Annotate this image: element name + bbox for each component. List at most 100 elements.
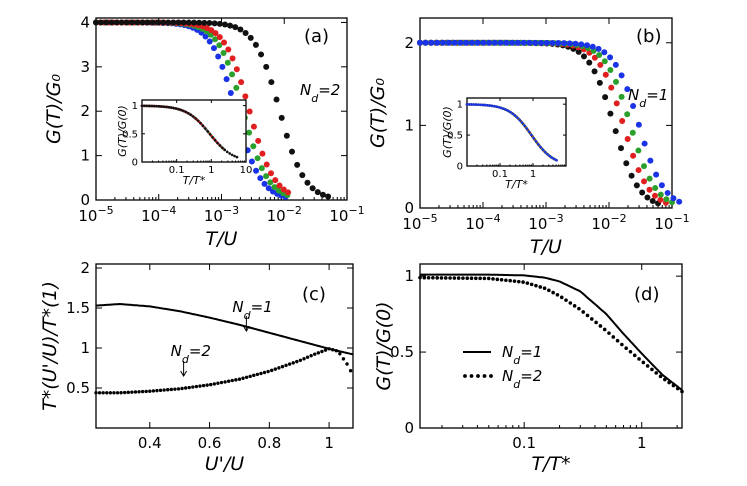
series-dot-nd2: [577, 306, 581, 311]
data-point: [294, 161, 301, 168]
data-point: [607, 67, 614, 74]
data-point: [206, 38, 213, 45]
inset-data-point: [543, 150, 547, 154]
series-dot-nd2: [241, 376, 245, 380]
inset-data-point: [513, 114, 517, 118]
series-dot-nd2: [611, 335, 616, 339]
data-point: [123, 19, 130, 26]
data-point: [319, 191, 326, 198]
series-dot-nd2: [173, 387, 177, 391]
data-point: [129, 19, 136, 26]
series-dot-nd2: [564, 298, 568, 302]
inset-data-point: [148, 104, 151, 108]
x-tick-label: 10−3: [204, 204, 239, 225]
x-tick-label: 1: [324, 434, 334, 452]
data-point: [566, 40, 573, 47]
series-dot-nd2: [624, 346, 628, 350]
inset-data-point: [548, 154, 552, 158]
inset-data-point: [235, 155, 239, 159]
series-dot-nd2: [495, 277, 500, 282]
series-dot-nd2: [658, 374, 663, 379]
inset-background: [142, 100, 246, 162]
inset-data-point: [160, 105, 163, 108]
data-point: [584, 42, 591, 49]
inset-data-point: [208, 133, 212, 136]
data-point: [607, 54, 614, 61]
data-point: [237, 26, 244, 33]
series-dot-nd2: [158, 388, 163, 393]
data-point: [257, 175, 264, 182]
data-point: [144, 19, 151, 26]
series-dot-nd2: [320, 349, 324, 354]
series-dot-nd2: [431, 276, 435, 280]
data-point: [580, 53, 587, 60]
inset-data-point: [550, 156, 554, 159]
data-point: [191, 19, 198, 26]
inset-data-point: [502, 107, 506, 111]
data-point: [154, 19, 161, 26]
data-point: [283, 132, 290, 139]
inset-data-point: [140, 104, 144, 108]
data-point: [635, 147, 642, 154]
series-dot-nd2: [327, 347, 331, 351]
data-point: [175, 19, 182, 26]
inset-x-axis-label: T/T*: [183, 174, 206, 187]
series-dot-nd2: [542, 286, 547, 291]
data-point: [676, 198, 683, 205]
data-point: [480, 39, 487, 46]
data-point: [641, 178, 648, 185]
series-dot-nd2: [667, 380, 671, 385]
data-point: [618, 93, 625, 100]
data-point: [250, 143, 257, 150]
annotation-nd1: Nd=1: [232, 298, 272, 322]
legend-swatch-dot: [463, 374, 467, 378]
x-tick-label: 10−4: [465, 212, 500, 233]
data-point: [619, 117, 626, 124]
series-dot-nd2: [426, 275, 431, 280]
y-tick-label: 0.5: [122, 129, 138, 140]
inset-data-point: [223, 148, 227, 152]
inset-data-point: [152, 104, 156, 108]
y-tick-label: 1: [132, 101, 138, 112]
inset-data-point: [191, 115, 195, 118]
series-dot-nd2: [133, 390, 138, 394]
series-dot-nd2: [205, 383, 209, 387]
inset-data-point: [225, 150, 229, 154]
arrowhead: [242, 325, 250, 332]
series-dot-nd2: [469, 276, 474, 281]
inset-data-point: [481, 103, 485, 107]
data-point: [509, 39, 516, 46]
data-point: [630, 152, 637, 159]
inset-data-point: [518, 118, 522, 122]
panel-label: (a): [304, 26, 329, 47]
series-dot-nd2: [568, 301, 573, 305]
panel-d: 0.1 1 0 0.5 1 Nd=1Nd=2 T/T* G(T)/G(0) (d): [373, 263, 684, 475]
data-point: [93, 19, 99, 26]
data-point: [586, 59, 593, 66]
series-dot-nd2: [534, 283, 538, 288]
series-dot-nd2: [637, 357, 641, 361]
data-point: [165, 19, 172, 26]
series-dot-nd2: [439, 276, 444, 280]
data-point: [532, 39, 539, 46]
inset-data-point: [169, 106, 173, 109]
data-point: [607, 110, 614, 117]
y-tick-label: 1: [457, 100, 463, 111]
inset-data-point: [484, 103, 487, 107]
panel-c: 0.4 0.6 0.8 1 0.5 1 1.5 2 Nd=1 Nd=2 U'/U T*(U'/U)/T…: [39, 259, 354, 475]
inset-frame: [466, 97, 567, 167]
data-point: [646, 175, 653, 182]
x-tick-label: 1: [530, 169, 536, 180]
data-point: [575, 48, 582, 55]
inset-data-point: [486, 104, 489, 107]
inset-data-point: [174, 107, 178, 110]
series-dot-nd2: [538, 285, 543, 289]
data-point: [268, 79, 275, 86]
y-tick-label: 0: [80, 191, 90, 209]
data-point: [526, 39, 533, 46]
data-point: [503, 39, 510, 46]
y-tick-label: 1: [80, 147, 90, 165]
series-dot-nd2: [169, 387, 174, 392]
series-dot-nd2: [345, 362, 349, 366]
